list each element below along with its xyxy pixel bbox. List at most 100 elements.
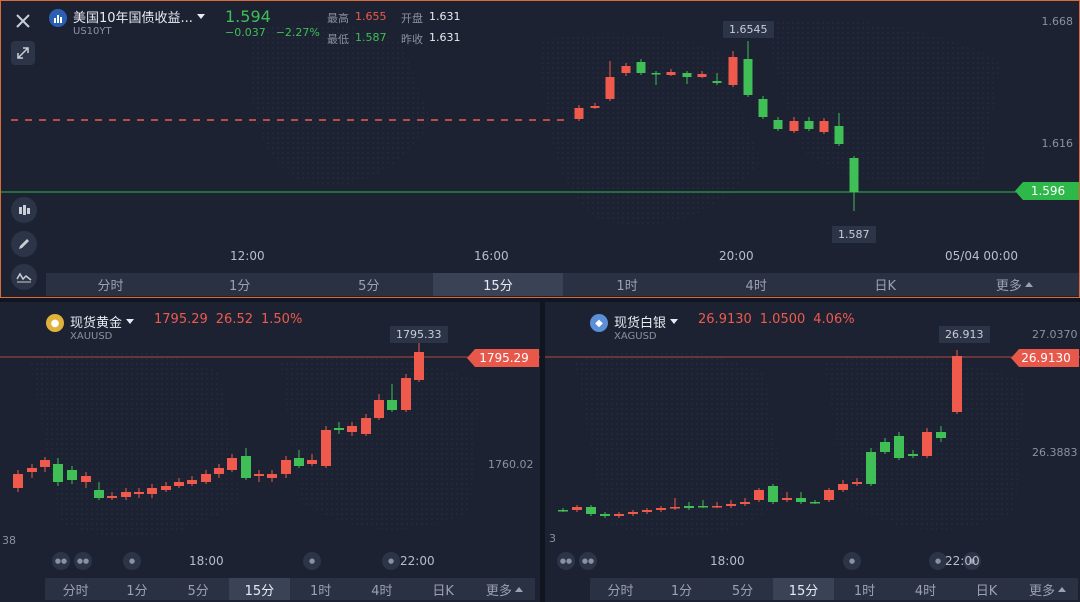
tab-timeframe[interactable]: 5分	[187, 583, 209, 599]
gold-chart-panel: ● 现货黄金 XAUUSD 1795.29 26.52 1.50% 1795.3…	[0, 302, 540, 602]
time-label: 16:00	[474, 249, 509, 263]
silver-header: ◆ 现货白银 XAGUSD 26.9130 1.0500 4.06%	[590, 312, 855, 342]
candle	[651, 73, 661, 75]
candle	[698, 506, 708, 508]
tab-timeframe[interactable]: 分时	[97, 279, 124, 294]
candle	[600, 514, 610, 516]
tab-timeframe[interactable]: 4时	[745, 279, 767, 294]
tab-timeframe[interactable]: 1分	[229, 279, 251, 294]
event-marker[interactable]: ●	[963, 552, 981, 570]
tab-timeframe[interactable]: 1分	[670, 583, 693, 599]
candle	[782, 498, 792, 500]
tab-timeframe[interactable]: 15分	[773, 578, 834, 600]
draw-button[interactable]	[11, 231, 37, 257]
candle	[670, 507, 680, 509]
expand-button[interactable]	[11, 41, 35, 65]
expand-icon	[17, 47, 29, 59]
tab-timeframe[interactable]: 日K	[874, 279, 897, 294]
panel-divider	[0, 298, 1080, 302]
candle	[94, 490, 104, 498]
candle	[53, 464, 63, 482]
candle	[824, 490, 834, 500]
candle	[758, 99, 768, 117]
tab-timeframe[interactable]: 日K	[432, 583, 454, 599]
event-marker[interactable]: ●	[123, 552, 141, 570]
axis-mid-label: 1.616	[1041, 137, 1074, 150]
candle	[621, 66, 631, 73]
tab-timeframe[interactable]: 5分	[731, 583, 754, 599]
tab-timeframe[interactable]: 分时	[607, 583, 634, 599]
gold-candlestick-chart[interactable]	[0, 302, 540, 602]
tab-timeframe[interactable]: 日K	[975, 583, 998, 599]
tab-timeframe[interactable]: 1分	[126, 583, 148, 599]
tab-timeframe[interactable]: 1时	[309, 583, 332, 599]
candle	[726, 504, 736, 506]
event-marker[interactable]: ●●	[74, 552, 92, 570]
candle	[740, 502, 750, 504]
candle	[161, 486, 171, 490]
tab-timeframe[interactable]: 1时	[853, 583, 876, 599]
tab-timeframe[interactable]: 5分	[358, 279, 380, 294]
tab-timeframe[interactable]: 更多	[1017, 578, 1078, 600]
candle	[894, 436, 904, 458]
close-button[interactable]	[11, 9, 35, 33]
open-value: 1.631	[429, 10, 461, 23]
instrument-selector[interactable]: 现货黄金	[70, 312, 135, 331]
instrument-selector[interactable]: 现货白银	[614, 312, 679, 331]
indicator-button[interactable]	[11, 264, 37, 290]
price-change-pct: −2.27%	[275, 26, 320, 39]
price-change-pct: 1.50%	[261, 312, 303, 327]
candle	[852, 482, 862, 484]
tab-timeframe[interactable]: 更多	[950, 273, 1079, 296]
event-marker[interactable]: ●	[843, 552, 861, 570]
tab-timeframe[interactable]: 15分	[228, 578, 290, 600]
candle	[107, 496, 117, 498]
candle	[387, 400, 397, 410]
low-callout: 1.587	[832, 226, 876, 243]
candle	[81, 476, 91, 482]
candle	[838, 484, 848, 490]
us10y-chart-panel: 美国10年国债收益... US10YT 1.594 −0.037 −2.27% 最…	[0, 0, 1080, 298]
candle	[294, 458, 304, 466]
candles-button[interactable]	[11, 197, 37, 223]
instrument-selector[interactable]: 美国10年国债收益...	[73, 7, 205, 26]
candle	[789, 121, 799, 131]
candle	[586, 507, 596, 514]
candle	[754, 490, 764, 500]
time-label: 22:00	[945, 554, 980, 568]
candle	[321, 430, 331, 466]
price-block: 1.594 −0.037 −2.27%	[225, 7, 320, 39]
candles-icon	[19, 205, 30, 215]
candle	[558, 510, 568, 512]
candle	[334, 428, 344, 430]
price-change-pct: 4.06%	[813, 312, 855, 327]
event-marker[interactable]: ●	[303, 552, 321, 570]
tab-timeframe[interactable]: 4时	[371, 583, 393, 599]
event-marker[interactable]: ●●	[579, 552, 597, 570]
tab-timeframe[interactable]: 4时	[914, 583, 937, 599]
event-marker[interactable]: ●●	[557, 552, 575, 570]
candle	[866, 452, 876, 484]
timeframe-tabs: 分时 1分 5分 15分 1时 4时 日K 更多	[45, 578, 535, 600]
tab-timeframe[interactable]: 15分	[433, 273, 563, 296]
candle	[201, 474, 211, 482]
panel-divider	[540, 302, 545, 602]
candle	[834, 126, 844, 144]
time-label: 18:00	[710, 554, 745, 568]
tab-timeframe[interactable]: 1时	[616, 279, 638, 294]
pencil-icon	[19, 239, 29, 249]
event-marker[interactable]: ●●	[52, 552, 70, 570]
us10y-candlestick-chart[interactable]	[1, 1, 1080, 298]
candle	[712, 81, 722, 83]
event-marker[interactable]: ●	[382, 552, 400, 570]
silver-candlestick-chart[interactable]	[545, 302, 1080, 602]
last-price: 1795.29	[154, 312, 208, 327]
current-price-tag: 1795.29	[467, 349, 539, 367]
candle	[666, 72, 676, 75]
event-marker[interactable]: ●	[929, 552, 947, 570]
tab-timeframe[interactable]: 分时	[62, 583, 89, 599]
gold-logo: ●	[46, 314, 64, 332]
tab-timeframe[interactable]: 更多	[474, 578, 535, 600]
candle	[804, 121, 814, 129]
last-price: 26.9130	[698, 312, 752, 327]
